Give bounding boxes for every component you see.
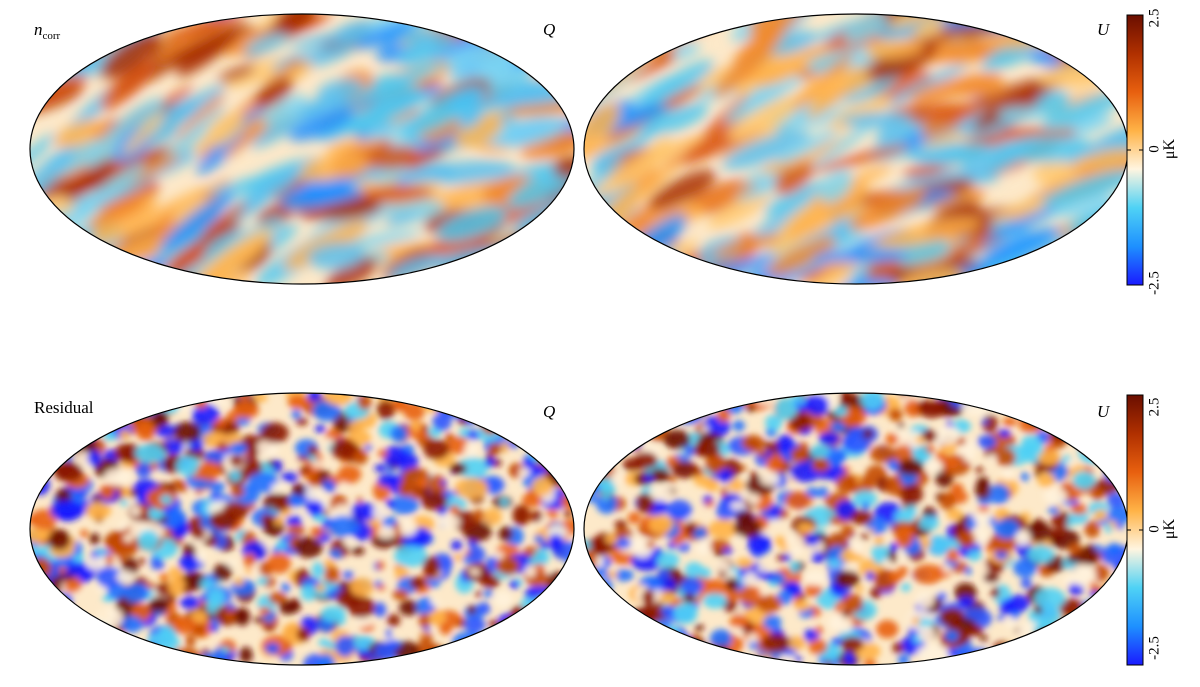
map-ncorr-q: [30, 14, 574, 284]
stokes-label-q-top: Q: [543, 20, 556, 39]
colorbar-top-min-label: -2.5: [1146, 271, 1163, 295]
stokes-label-u-top: U: [1097, 20, 1110, 39]
colorbar-bottom-unit: μK: [1161, 518, 1178, 540]
stokes-label-u-bottom: U: [1097, 402, 1110, 421]
map-ncorr-q-outline: [29, 13, 575, 285]
map-residual-q-outline: [29, 392, 575, 666]
colorbar-top-unit: μK: [1161, 138, 1178, 160]
map-residual-q: [30, 393, 574, 665]
row-label-ncorr: ncorr: [34, 20, 61, 42]
map-ncorr-u: [584, 14, 1128, 284]
colorbar-bottom-min-label: -2.5: [1146, 636, 1163, 660]
colorbar-top-max-label: 2.5: [1146, 8, 1163, 28]
map-residual-u: [584, 393, 1128, 665]
stokes-label-q-bottom: Q: [543, 402, 556, 421]
colorbar-bottom-max-label: 2.5: [1146, 397, 1163, 417]
row-label-residual: Residual: [34, 398, 94, 417]
